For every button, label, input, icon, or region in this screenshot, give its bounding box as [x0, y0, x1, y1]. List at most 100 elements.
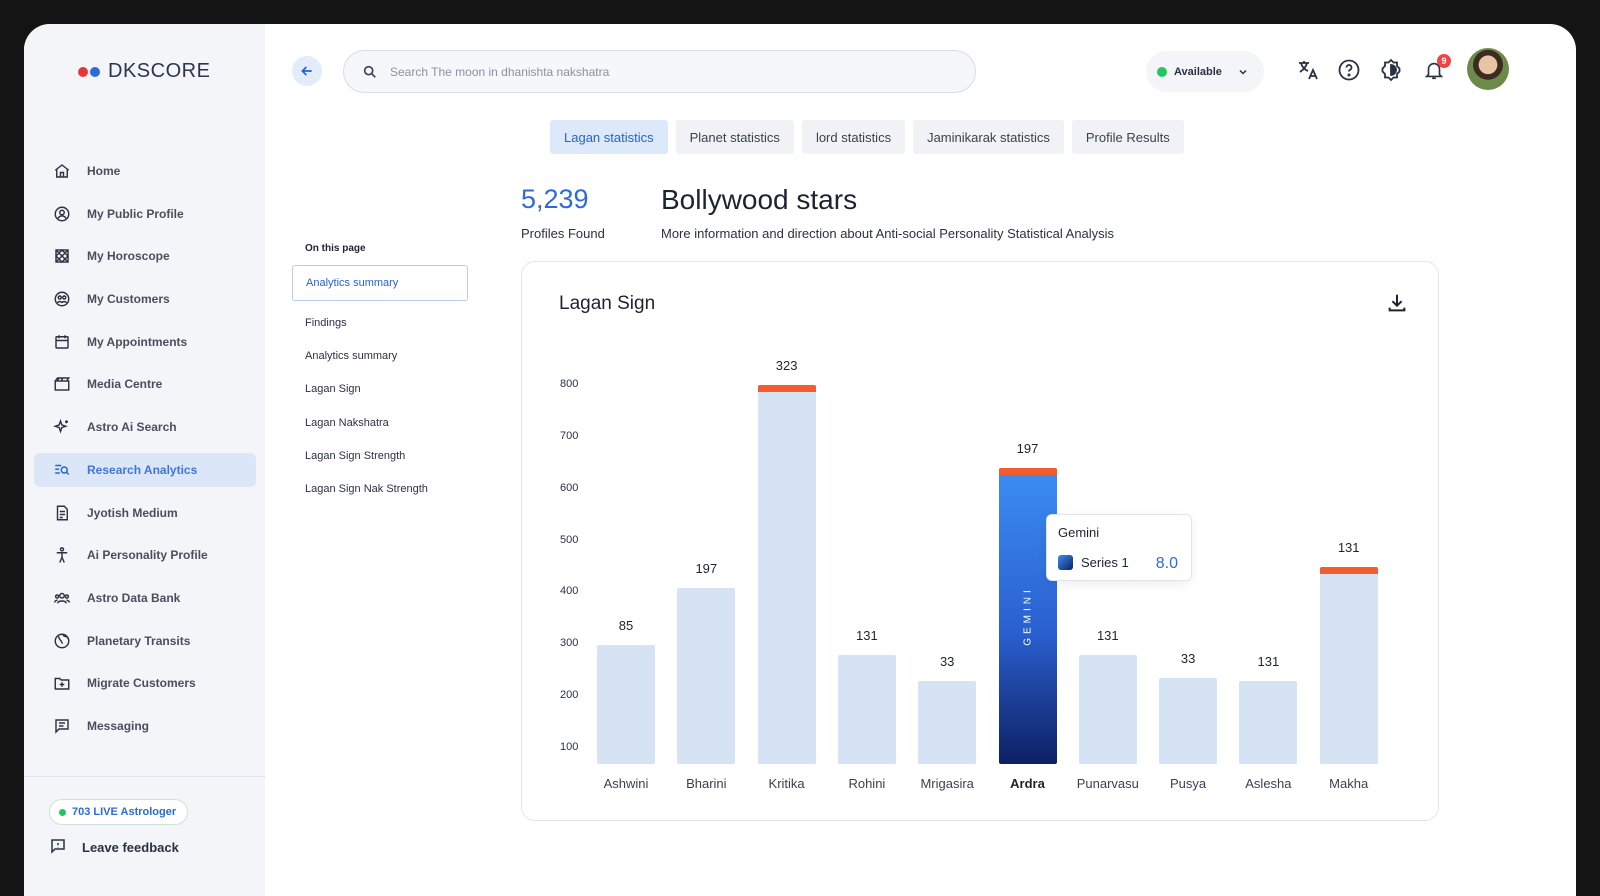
bar-data-label: 131 — [1337, 539, 1360, 555]
tooltip-series-swatch — [1058, 555, 1073, 570]
tooltip-series-row: Series 1 — [1058, 555, 1129, 570]
on-this-page-link[interactable]: Lagan Sign Strength — [305, 449, 406, 462]
y-axis-tick-label: 600 — [560, 481, 579, 494]
sidebar-item-label: My Customers — [87, 292, 170, 307]
translate-button[interactable] — [1296, 58, 1320, 82]
help-icon — [1338, 59, 1360, 81]
feedback-label: Leave feedback — [82, 840, 179, 855]
sidebar-item-label: My Public Profile — [87, 206, 184, 221]
arrow-left-icon — [301, 66, 312, 76]
message-icon — [53, 717, 71, 735]
back-button[interactable] — [292, 56, 322, 86]
sidebar-item-migrate-customers[interactable]: Migrate Customers — [34, 666, 256, 700]
chevron-down-icon — [1239, 69, 1247, 75]
sidebar-item-label: Astro Ai Search — [87, 420, 177, 435]
bar-data-label: 131 — [1257, 654, 1280, 670]
sidebar-item-label: Messaging — [87, 718, 150, 733]
y-axis-tick-label: 800 — [560, 378, 579, 390]
availability-label: Available — [1174, 65, 1222, 78]
notifications-button[interactable]: 9 — [1422, 54, 1451, 82]
logo-mark-icon — [78, 66, 100, 77]
x-axis-category-label: Ashwini — [603, 776, 649, 791]
y-axis-tick-label: 300 — [560, 637, 579, 650]
statistics-tabs: Lagan statistics Planet statistics lord st… — [550, 120, 1184, 154]
sidebar-item-research-analytics[interactable]: Research Analytics — [34, 452, 256, 487]
search-input[interactable] — [390, 64, 910, 79]
sidebar-item-jyotish-medium[interactable]: Jyotish Medium — [34, 496, 256, 530]
live-astrologer-label: 703 LIVE Astrologer — [72, 806, 177, 818]
sidebar-item-label: My Appointments — [87, 334, 188, 349]
tooltip-value: 8.0 — [1155, 555, 1178, 572]
on-this-page-link[interactable]: Analytics summary — [292, 265, 468, 301]
sidebar-item-my-public-profile[interactable]: My Public Profile — [34, 197, 256, 231]
sidebar-item-home[interactable]: Home — [34, 154, 256, 188]
on-this-page-link[interactable]: Lagan Sign — [305, 383, 361, 396]
user-circle-icon — [53, 205, 71, 223]
person-icon — [53, 546, 71, 564]
x-axis-category-label: Rohini — [848, 776, 886, 791]
tab-jaminikarak-statistics[interactable]: Jaminikarak statistics — [913, 120, 1064, 154]
feedback-icon — [49, 837, 67, 858]
bar-bharini[interactable] — [677, 587, 736, 764]
notification-count-badge: 9 — [1437, 54, 1451, 68]
x-axis-category-label: Ardra — [1010, 776, 1045, 791]
clapperboard-icon — [53, 375, 71, 393]
availability-dot — [1157, 66, 1167, 77]
sidebar-item-my-customers[interactable]: My Customers — [34, 282, 256, 316]
search-bar[interactable] — [343, 50, 976, 93]
bar-makha[interactable] — [1319, 566, 1378, 764]
on-this-page-link[interactable]: Analytics summary — [305, 349, 398, 362]
bar-punarvasu[interactable] — [1078, 655, 1137, 764]
bar-ardra[interactable]: GEMINI — [998, 468, 1057, 764]
brand-logo[interactable]: DKSCORE — [78, 60, 210, 83]
y-axis-tick-label: 200 — [560, 689, 579, 702]
tab-lord-statistics[interactable]: lord statistics — [801, 120, 906, 154]
sidebar-item-label: Astro Data Bank — [87, 590, 181, 605]
profiles-count: 5,239 — [521, 184, 589, 214]
theme-toggle-button[interactable] — [1379, 58, 1403, 82]
bar-ashwini[interactable] — [597, 644, 655, 764]
sidebar-item-messaging[interactable]: Messaging — [34, 709, 256, 743]
y-axis-tick-label: 500 — [560, 533, 579, 546]
download-button[interactable] — [1384, 290, 1410, 316]
bar-data-label: 131 — [856, 628, 878, 644]
user-avatar[interactable] — [1467, 48, 1509, 90]
bar-inner-label: GEMINI — [1022, 586, 1033, 646]
sidebar-item-my-appointments[interactable]: My Appointments — [34, 325, 256, 359]
sidebar-item-astro-data-bank[interactable]: Astro Data Bank — [34, 581, 256, 615]
sidebar-item-media-centre[interactable]: Media Centre — [34, 367, 256, 401]
bar-data-label: 85 — [618, 617, 634, 633]
sidebar-item-label: Home — [87, 164, 121, 178]
tab-profile-results[interactable]: Profile Results — [1071, 120, 1184, 154]
on-this-page-link[interactable]: Lagan Sign Nak Strength — [305, 483, 428, 496]
sidebar-item-astro-ai-search[interactable]: Astro Ai Search — [34, 410, 256, 444]
on-this-page-link[interactable]: Findings — [305, 316, 347, 329]
x-axis-category-label: Aslesha — [1245, 776, 1292, 791]
tab-lagan-statistics[interactable]: Lagan statistics — [550, 120, 668, 154]
sidebar-item-planetary-transits[interactable]: Planetary Transits — [34, 624, 256, 658]
bar-rohini[interactable] — [837, 655, 896, 764]
bar-kritika[interactable] — [757, 385, 816, 764]
bar-pusya[interactable] — [1159, 678, 1218, 764]
tab-planet-statistics[interactable]: Planet statistics — [675, 120, 794, 154]
people-icon — [53, 589, 71, 607]
bar-data-label: 33 — [939, 654, 955, 670]
availability-dropdown[interactable]: Available — [1146, 51, 1264, 92]
sidebar-item-label: Migrate Customers — [87, 676, 196, 691]
bar-data-label: 33 — [1180, 651, 1196, 667]
horoscope-grid-icon — [53, 247, 71, 265]
x-axis-category-label: Pusya — [1170, 776, 1207, 791]
bar-cap — [1319, 566, 1378, 574]
leave-feedback-link[interactable]: Leave feedback — [49, 837, 179, 858]
live-astrologer-badge[interactable]: 703 LIVE Astrologer — [49, 799, 189, 825]
sidebar-item-ai-personality-profile[interactable]: Ai Personality Profile — [34, 538, 256, 572]
sidebar-nav: Home My Public Profile My Horoscope My Cust… — [34, 154, 256, 752]
sidebar-item-my-horoscope[interactable]: My Horoscope — [34, 239, 256, 273]
bar-mrigasira[interactable] — [918, 681, 977, 764]
help-button[interactable] — [1337, 58, 1361, 82]
on-this-page-link[interactable]: Lagan Nakshatra — [305, 416, 389, 429]
sidebar-item-label: Planetary Transits — [87, 633, 191, 648]
globe-icon — [53, 632, 71, 650]
x-axis-category-label: Bharini — [686, 776, 727, 791]
bar-aslesha[interactable] — [1239, 681, 1298, 764]
